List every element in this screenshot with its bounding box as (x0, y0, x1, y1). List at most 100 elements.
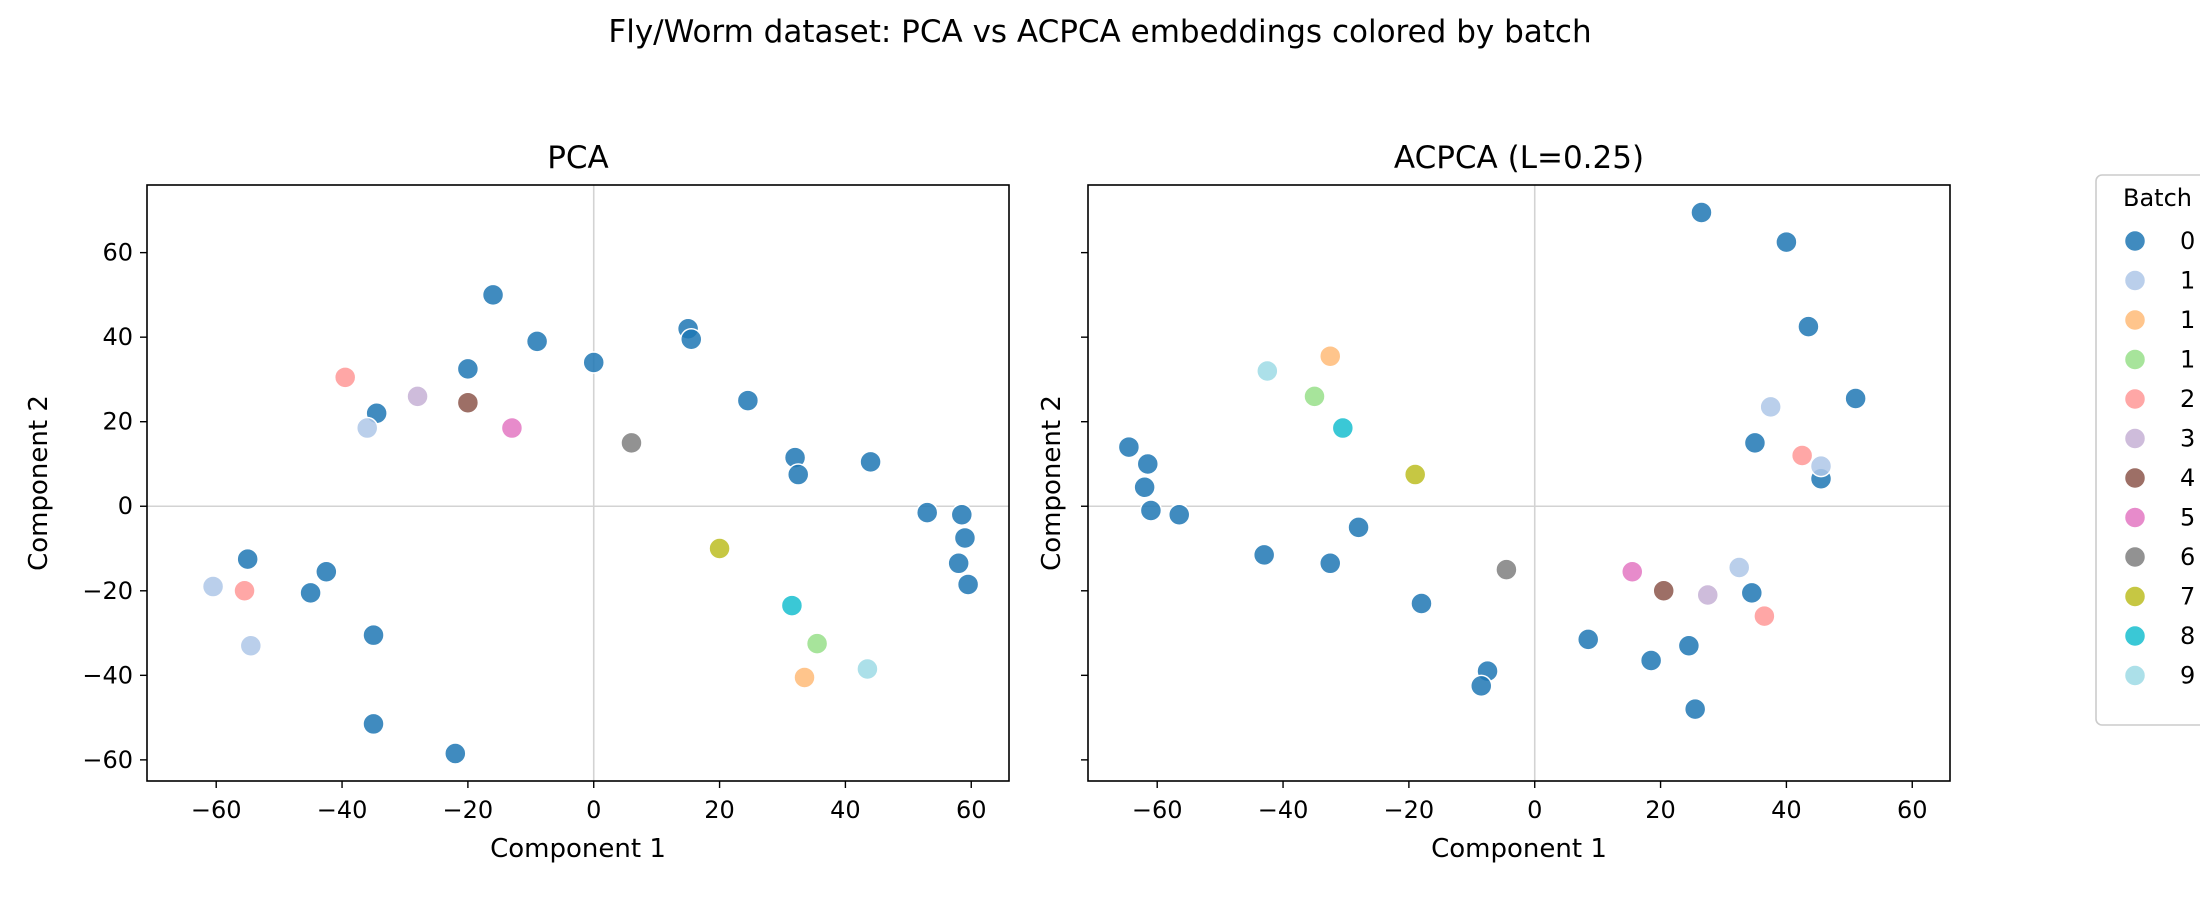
point-batch-0 (299, 581, 322, 605)
legend-label: 8 (2180, 622, 2195, 650)
point-batch-0 (315, 560, 338, 584)
axes-frame (1087, 184, 1951, 782)
y-tick-label: 0 (118, 492, 133, 520)
x-tick-label: −40 (1258, 796, 1309, 824)
point-batch-1 (1759, 395, 1782, 419)
point-batch-1 (805, 632, 829, 655)
point-batch-0 (1639, 649, 1663, 672)
x-tick-label: 60 (956, 796, 987, 824)
x-tick-label: 20 (704, 796, 735, 824)
panel-title: PCA (547, 140, 609, 176)
legend-title: Batch (2123, 184, 2192, 212)
point-batch-0 (1167, 503, 1191, 526)
point-batch-5 (500, 416, 524, 440)
point-batch-0 (362, 712, 385, 736)
y-tick-label: −60 (82, 746, 133, 774)
x-axis-label: Component 1 (490, 834, 666, 864)
point-batch-3 (1696, 583, 1720, 607)
point-batch-2 (1753, 604, 1776, 628)
point-batch-0 (1347, 516, 1370, 539)
point-batch-0 (736, 389, 760, 412)
point-batch-8 (780, 594, 804, 617)
x-tick-label: 60 (1897, 796, 1928, 824)
legend-label: 3 (2180, 425, 2195, 453)
point-batch-3 (406, 385, 429, 408)
point-batch-9 (856, 657, 879, 681)
legend-marker (2123, 545, 2147, 569)
point-batch-0 (915, 501, 939, 524)
point-batch-1 (793, 666, 816, 689)
panel-2: −60 −40 −20 0 20 40 60 ACPCA (L=0.25) Component … (1037, 140, 1951, 864)
legend-label: 1 (2180, 267, 2195, 295)
legend-marker (2123, 506, 2147, 529)
y-axis-label: Component 2 (24, 395, 54, 571)
point-batch-0 (680, 328, 703, 351)
x-tick-label: 0 (1527, 796, 1542, 824)
point-batch-0 (859, 450, 882, 474)
legend-frame (2095, 174, 2200, 726)
point-batch-0 (1683, 697, 1707, 721)
legend-marker (2123, 664, 2147, 687)
y-tick-label: −40 (82, 661, 133, 689)
point-batch-1 (239, 634, 263, 657)
point-batch-0 (1318, 552, 1342, 575)
panel-title: ACPCA (L=0.25) (1394, 140, 1644, 176)
x-axis-label: Component 1 (1431, 834, 1607, 864)
legend-marker (2123, 229, 2147, 253)
point-batch-0 (582, 351, 605, 374)
x-tick-label: 0 (586, 796, 601, 824)
point-batch-0 (456, 357, 480, 381)
point-batch-1 (201, 575, 225, 598)
point-batch-1 (1318, 344, 1342, 368)
point-batch-0 (1797, 315, 1820, 338)
x-tick-label: −60 (1132, 796, 1183, 824)
x-tick-label: −20 (443, 796, 494, 824)
legend-marker (2123, 427, 2147, 450)
point-batch-0 (1844, 387, 1867, 410)
y-tick-label: 20 (102, 408, 133, 436)
y-tick-label: −20 (82, 577, 133, 605)
point-batch-1 (355, 416, 379, 440)
legend-marker (2123, 466, 2147, 490)
x-tick-label: 20 (1645, 796, 1676, 824)
point-batch-0 (950, 503, 974, 526)
point-batch-0 (525, 330, 549, 353)
point-batch-0 (444, 742, 467, 765)
point-batch-4 (456, 391, 480, 414)
point-batch-1 (1727, 556, 1751, 579)
legend-label: 1 (2180, 346, 2195, 374)
point-batch-7 (1403, 463, 1427, 486)
y-tick-label: 60 (102, 239, 133, 267)
point-batch-0 (1139, 499, 1163, 522)
y-axis-label: Component 2 (1037, 395, 1067, 571)
x-tick-label: −20 (1384, 796, 1435, 824)
point-batch-0 (1410, 592, 1433, 615)
legend-label: 9 (2180, 662, 2195, 690)
point-batch-5 (1621, 560, 1644, 584)
legend-marker (2123, 308, 2147, 332)
legend-label: 6 (2180, 543, 2195, 571)
legend-label: 1 (2180, 306, 2195, 334)
point-batch-0 (236, 547, 259, 571)
point-batch-0 (1117, 435, 1141, 459)
point-batch-6 (1495, 558, 1518, 581)
legend-marker (2123, 387, 2147, 411)
point-batch-0 (1740, 581, 1764, 605)
point-batch-0 (956, 573, 980, 596)
point-batch-2 (233, 579, 256, 603)
point-batch-2 (333, 366, 357, 389)
point-batch-0 (1743, 431, 1767, 455)
legend-label: 2 (2180, 385, 2195, 413)
x-tick-label: −40 (317, 796, 368, 824)
point-batch-6 (620, 431, 643, 455)
point-batch-0 (786, 463, 810, 486)
point-batch-0 (1133, 475, 1156, 499)
point-batch-0 (1677, 634, 1701, 657)
legend-marker (2123, 269, 2147, 292)
point-batch-1 (1303, 385, 1326, 408)
x-tick-label: 40 (1771, 796, 1802, 824)
point-batch-0 (953, 526, 977, 550)
x-tick-label: 40 (830, 796, 861, 824)
legend: Batch 0 1 1 1 2 3 4 5 6 7 8 9 (2095, 174, 2200, 726)
